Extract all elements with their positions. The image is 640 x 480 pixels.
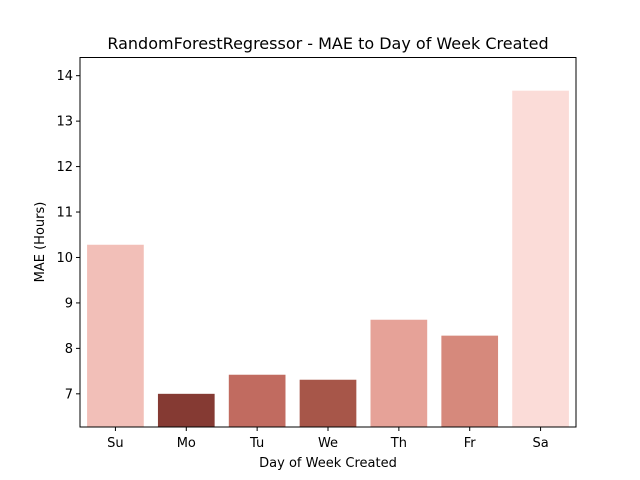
bar-tu: [228, 374, 286, 427]
y-tick-label: 8: [65, 342, 73, 357]
chart-title: RandomForestRegressor - MAE to Day of We…: [107, 34, 548, 53]
x-tick-label: Mo: [177, 436, 196, 451]
y-tick-label: 9: [65, 296, 73, 311]
bar-th: [370, 319, 428, 427]
y-axis-ticks: 7 8 9 10 11 12 13 14: [56, 69, 80, 402]
x-axis-ticks: Su Mo Tu We Th Fr Sa: [107, 427, 549, 451]
y-tick-label: 14: [56, 69, 73, 84]
bar-su: [87, 244, 144, 427]
y-tick-label: 12: [56, 160, 73, 175]
x-tick-label: Th: [390, 436, 407, 451]
x-tick-label: Su: [107, 436, 124, 451]
y-tick-label: 7: [65, 387, 73, 402]
x-tick-label: Fr: [464, 436, 477, 451]
x-tick-label: We: [318, 436, 338, 451]
x-tick-label: Tu: [249, 436, 264, 451]
bar-we: [299, 379, 357, 427]
bar-mo: [157, 393, 215, 427]
bars-group: [87, 90, 569, 427]
bar-fr: [441, 335, 499, 427]
bar-sa: [512, 90, 569, 427]
plot-frame: [79, 57, 577, 428]
x-tick-label: Sa: [532, 436, 548, 451]
y-tick-label: 13: [56, 115, 73, 130]
x-axis-label: Day of Week Created: [259, 456, 397, 471]
y-tick-label: 11: [56, 206, 73, 221]
y-tick-label: 10: [56, 251, 73, 266]
y-axis-label: MAE (Hours): [33, 202, 48, 283]
